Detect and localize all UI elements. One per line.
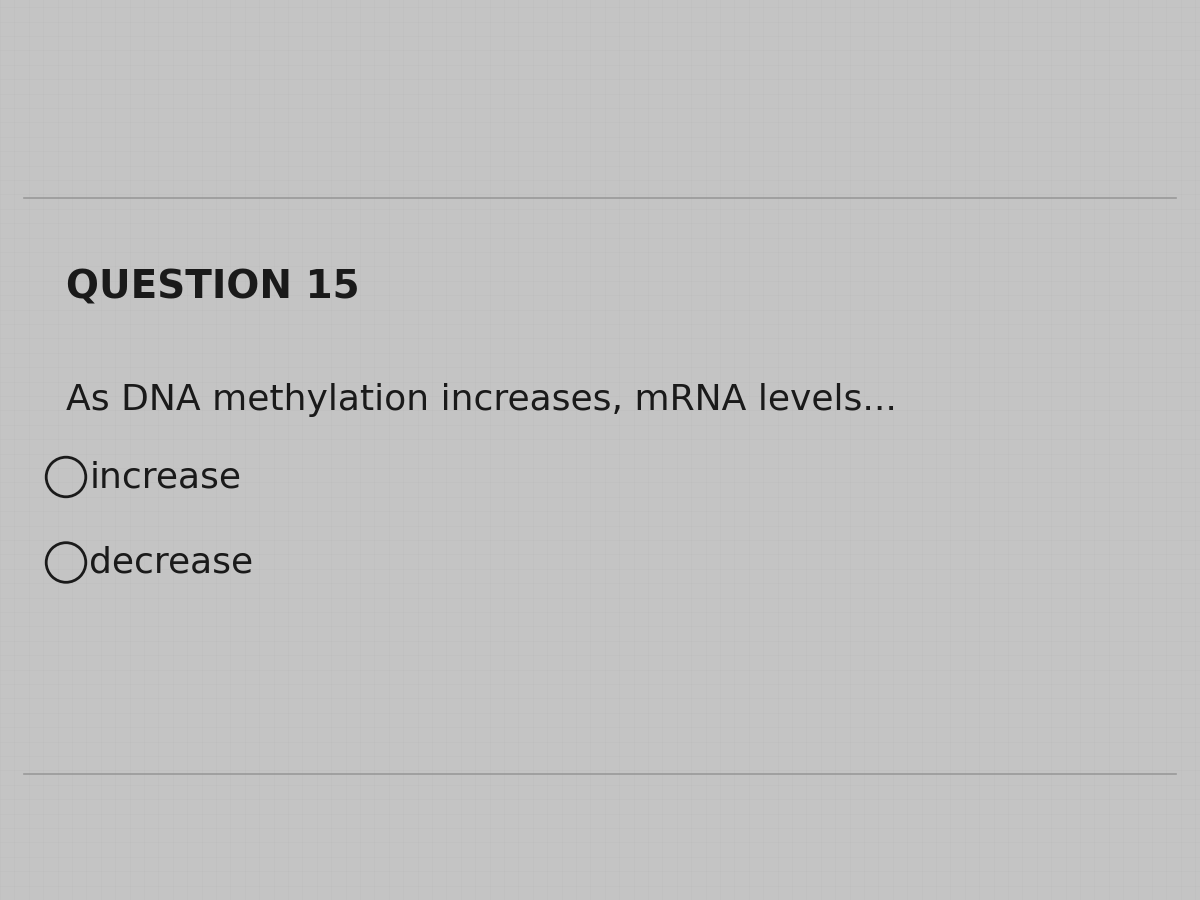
Text: increase: increase	[90, 460, 241, 494]
Text: QUESTION 15: QUESTION 15	[66, 269, 360, 307]
Text: As DNA methylation increases, mRNA levels...: As DNA methylation increases, mRNA level…	[66, 383, 896, 418]
Text: decrease: decrease	[90, 545, 253, 580]
